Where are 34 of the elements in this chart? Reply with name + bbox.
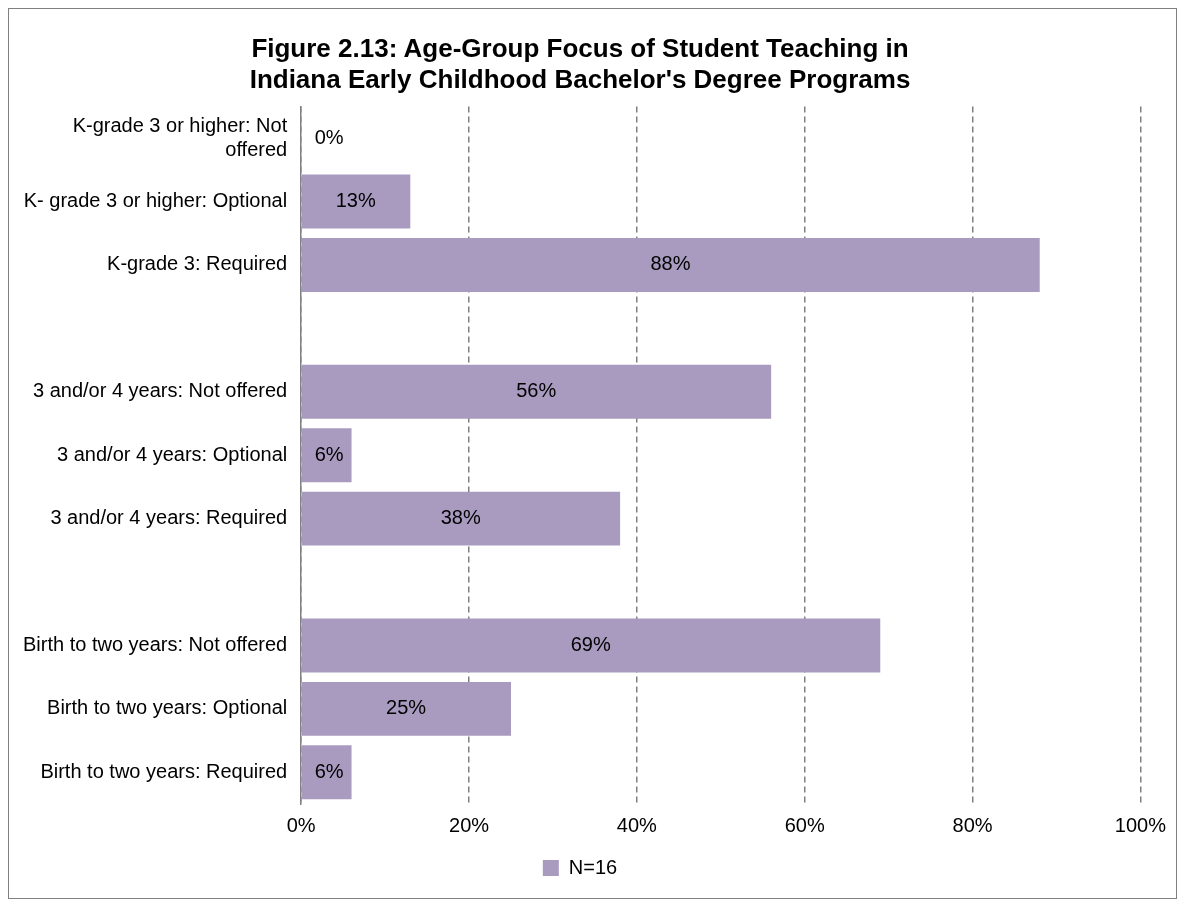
legend-label: N=16 (568, 855, 618, 878)
x-tick-label: 60% (784, 813, 825, 836)
x-tick-label: 40% (616, 813, 658, 836)
y-tick-label: 3 and/or 4 years: Not offered (32, 379, 288, 402)
data-label: 88% (650, 252, 691, 275)
y-tick-label: 3 and/or 4 years: Optional (57, 442, 288, 465)
bar (301, 491, 621, 546)
x-tick-label: 0% (286, 813, 316, 836)
bar (301, 681, 512, 736)
data-label: 56% (516, 379, 557, 402)
data-label: 0% (314, 125, 344, 148)
data-label: 38% (440, 506, 481, 529)
y-tick-label: K- grade 3 or higher: Optional (23, 189, 288, 212)
bar (301, 618, 881, 673)
bar (301, 237, 1040, 292)
x-tick-label: 20% (449, 813, 490, 836)
y-tick-label: K-grade 3: Required (107, 252, 288, 275)
bar (301, 745, 352, 800)
bar (301, 174, 411, 229)
bar (301, 364, 772, 419)
x-tick-label: 80% (952, 813, 993, 836)
data-label: 69% (570, 632, 611, 655)
y-tick-label: Birth to two years: Optional (47, 696, 288, 719)
bar (301, 428, 352, 483)
y-tick-label: Birth to two years: Not offered (23, 632, 288, 655)
data-label: 6% (314, 759, 344, 782)
y-tick-label: 3 and/or 4 years: Required (50, 506, 288, 529)
data-label: 6% (314, 442, 344, 465)
data-label: 13% (335, 189, 376, 212)
x-tick-label: 100% (1114, 813, 1167, 836)
y-tick-label: K-grade 3 or higher: Not offered (72, 113, 288, 160)
chart-title: Figure 2.13: Age-Group Focus of Student Teaching in Indiana Early Childhood Bachelor's Degree Programs (249, 32, 911, 94)
data-label: 25% (386, 696, 427, 719)
y-tick-label: Birth to two years: Required (40, 759, 288, 782)
